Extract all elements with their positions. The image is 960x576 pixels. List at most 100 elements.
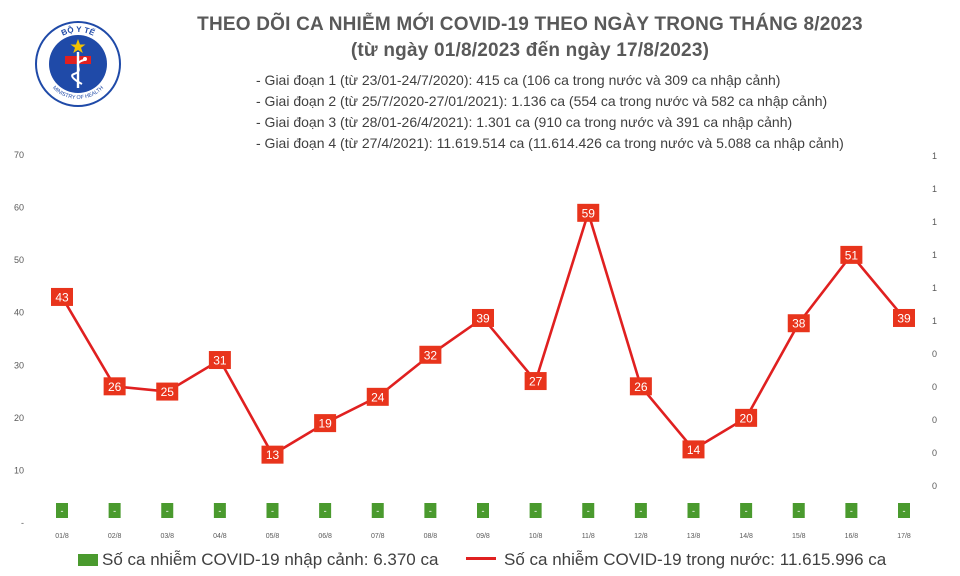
- x-tick-label: 09/8: [476, 533, 490, 540]
- domestic-data-label-box: [472, 308, 494, 327]
- domestic-data-label-box: [156, 382, 179, 401]
- x-tick-label: 17/8: [897, 533, 911, 540]
- domestic-data-label-box: [261, 445, 284, 464]
- domestic-data-label: 19: [318, 417, 332, 431]
- imported-bar-label: -: [850, 506, 853, 516]
- domestic-data-label: 14: [687, 443, 701, 457]
- stage-summary: - Giai đoạn 1 (từ 23/01-24/7/2020): 415 …: [256, 70, 844, 154]
- star-icon: [70, 39, 86, 53]
- imported-bar: [687, 503, 700, 518]
- stage-2-text: - Giai đoạn 2 (từ 25/7/2020-27/01/2021):…: [256, 93, 828, 109]
- legend-imported: Số ca nhiễm COVID-19 nhập cảnh: 6.370 ca: [78, 550, 438, 570]
- domestic-data-label-box: [787, 314, 810, 333]
- domestic-data-label-box: [524, 372, 547, 391]
- x-tick-label: 14/8: [739, 533, 753, 540]
- x-tick-label: 11/8: [582, 533, 595, 540]
- domestic-data-label: 25: [161, 385, 175, 399]
- domestic-data-label-box: [629, 377, 652, 396]
- imported-bar: [108, 503, 121, 518]
- imported-bar: [56, 503, 68, 518]
- domestic-data-label: 43: [55, 290, 69, 304]
- imported-bar-label: -: [166, 506, 169, 516]
- y-left-tick-label: 60: [14, 203, 24, 213]
- domestic-cases-line: [60, 208, 905, 457]
- domestic-data-label: 13: [266, 448, 280, 462]
- imported-bar-label: -: [903, 506, 906, 516]
- imported-bar-label: -: [692, 506, 695, 516]
- imported-bar-label: -: [376, 506, 379, 516]
- domestic-data-label-box: [103, 377, 126, 396]
- domestic-data-label-box: [314, 414, 337, 433]
- x-tick-label: 10/8: [529, 533, 543, 540]
- y-left-tick-label: 40: [14, 308, 24, 318]
- domestic-data-label: 26: [634, 380, 648, 394]
- y-right-tick-label: 0: [932, 349, 937, 359]
- y-left-tick-label: 70: [14, 150, 24, 160]
- chart-title: THEO DÕI CA NHIỄM MỚI COVID-19 THEO NGÀY…: [197, 14, 863, 35]
- imported-bar: [529, 503, 542, 518]
- imported-bar: [161, 503, 174, 518]
- domestic-data-label-box: [419, 345, 442, 364]
- domestic-data-label: 51: [845, 248, 859, 262]
- legend-imported-swatch: [78, 554, 98, 566]
- imported-bar: [424, 503, 437, 518]
- y-right-tick-label: 1: [932, 283, 937, 293]
- imported-bar-label: -: [113, 506, 116, 516]
- domestic-data-label-box: [577, 203, 600, 222]
- domestic-data-label-box: [208, 351, 231, 370]
- domestic-data-label: 20: [739, 411, 753, 425]
- y-left-tick-label: -: [21, 518, 24, 528]
- legend-domestic-label: Số ca nhiễm COVID-19 trong nước: 11.615.…: [504, 550, 887, 569]
- imported-bar: [792, 503, 805, 518]
- x-tick-label: 15/8: [792, 533, 806, 540]
- logo-top-text: BỘ Y TẾ: [60, 25, 97, 38]
- imported-bar: [582, 503, 595, 518]
- imported-bar-label: -: [534, 506, 537, 516]
- x-tick-label: 06/8: [318, 533, 332, 540]
- imported-bar-label: -: [61, 506, 64, 516]
- stage-1-text: - Giai đoạn 1 (từ 23/01-24/7/2020): 415 …: [256, 72, 781, 88]
- domestic-data-label: 32: [424, 348, 438, 362]
- y-left-tick-label: 20: [14, 413, 24, 423]
- domestic-data-label: 24: [371, 390, 385, 404]
- imported-bar-label: -: [587, 506, 590, 516]
- imported-bar-label: -: [271, 506, 274, 516]
- ministry-of-health-logo: BỘ Y TẾ MINISTRY OF HEALTH: [35, 21, 121, 107]
- imported-bar: [213, 503, 226, 518]
- imported-bar-label: -: [218, 506, 221, 516]
- domestic-data-label: 26: [108, 380, 122, 394]
- x-tick-label: 16/8: [845, 533, 859, 540]
- domestic-data-label-box: [51, 287, 73, 306]
- imported-bar: [266, 503, 279, 518]
- y-right-tick-label: 1: [932, 151, 937, 161]
- x-tick-label: 08/8: [424, 533, 438, 540]
- y-right-tick-label: 1: [932, 250, 937, 260]
- y-right-tick-label: 1: [932, 184, 937, 194]
- y-right-tick-label: 0: [932, 448, 937, 458]
- domestic-data-label-box: [366, 387, 389, 406]
- imported-bar-label: -: [797, 506, 800, 516]
- domestic-data-label: 39: [476, 311, 490, 325]
- imported-bar: [634, 503, 647, 518]
- legend-imported-label: Số ca nhiễm COVID-19 nhập cảnh: 6.370 ca: [102, 550, 439, 569]
- x-tick-label: 02/8: [108, 533, 122, 540]
- imported-bar: [477, 503, 489, 518]
- x-tick-label: 04/8: [213, 533, 227, 540]
- imported-bar: [898, 503, 910, 518]
- imported-bar-label: -: [745, 506, 748, 516]
- y-right-tick-label: 0: [932, 481, 937, 491]
- x-tick-label: 07/8: [371, 533, 385, 540]
- x-tick-label: 13/8: [687, 533, 701, 540]
- x-tick-label: 12/8: [634, 533, 648, 540]
- imported-bar-label: -: [324, 506, 327, 516]
- imported-bar: [319, 503, 332, 518]
- stage-4-text: - Giai đoạn 4 (từ 27/4/2021): 11.619.514…: [256, 135, 844, 151]
- x-tick-label: 03/8: [160, 533, 174, 540]
- imported-bar-label: -: [639, 506, 642, 516]
- y-right-tick-label: 1: [932, 217, 937, 227]
- y-right-tick-label: 1: [932, 316, 937, 326]
- domestic-data-label: 27: [529, 375, 543, 389]
- imported-bar: [371, 503, 384, 518]
- y-right-tick-label: 0: [932, 382, 937, 392]
